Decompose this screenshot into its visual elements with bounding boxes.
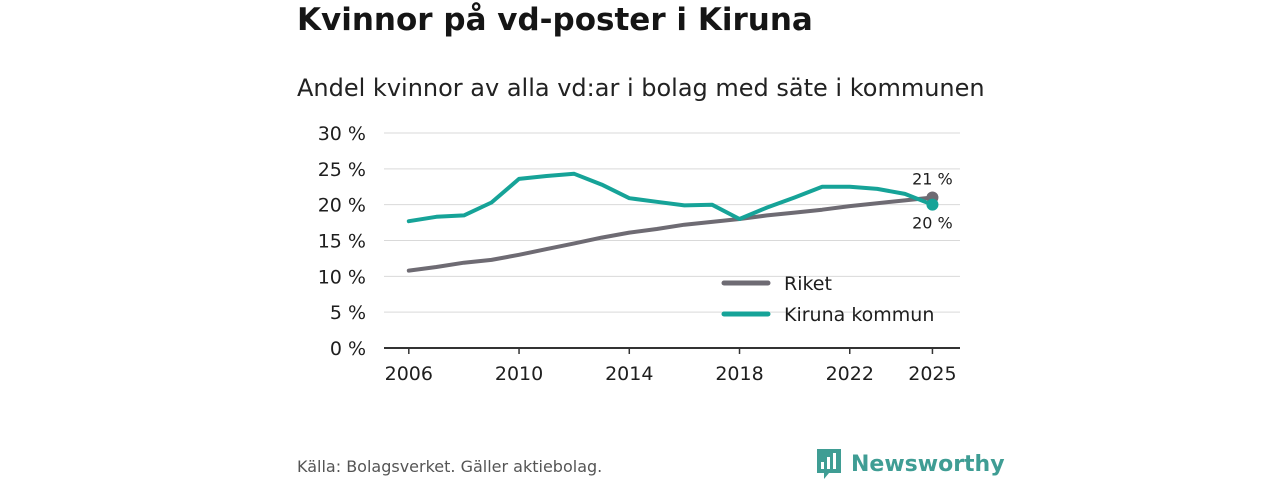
y-tick-label: 20 % bbox=[318, 195, 366, 217]
end-label-kiruna: 20 % bbox=[912, 214, 953, 233]
chart-subtitle: Andel kvinnor av alla vd:ar i bolag med … bbox=[297, 74, 985, 102]
series-line-kiruna bbox=[406, 171, 935, 224]
x-tick-label: 2022 bbox=[826, 363, 874, 385]
x-tick-label: 2006 bbox=[385, 363, 433, 385]
brand-logo: Newsworthy bbox=[815, 446, 1005, 482]
brand-name: Newsworthy bbox=[851, 451, 1005, 477]
y-tick-label: 5 % bbox=[330, 302, 366, 324]
source-note: Källa: Bolagsverket. Gäller aktiebolag. bbox=[297, 457, 603, 476]
x-tick-label: 2014 bbox=[605, 363, 653, 385]
chart-title: Kvinnor på vd-poster i Kiruna bbox=[297, 2, 813, 38]
x-tick-label: 2010 bbox=[495, 363, 543, 385]
y-tick-label: 15 % bbox=[318, 231, 366, 253]
series-line-riket bbox=[406, 195, 935, 273]
x-tick-label: 2018 bbox=[715, 363, 763, 385]
y-tick-label: 0 % bbox=[330, 338, 366, 360]
y-tick-label: 10 % bbox=[318, 266, 366, 288]
end-label-riket: 21 % bbox=[912, 170, 953, 189]
legend-label-riket: Riket bbox=[784, 273, 832, 295]
y-tick-label: 25 % bbox=[318, 159, 366, 181]
end-marker-kiruna bbox=[926, 198, 939, 211]
legend-label-kiruna: Kiruna kommun bbox=[784, 304, 934, 326]
y-tick-label: 30 % bbox=[318, 123, 366, 145]
x-tick-label: 2025 bbox=[908, 363, 956, 385]
newsworthy-icon bbox=[817, 449, 841, 479]
